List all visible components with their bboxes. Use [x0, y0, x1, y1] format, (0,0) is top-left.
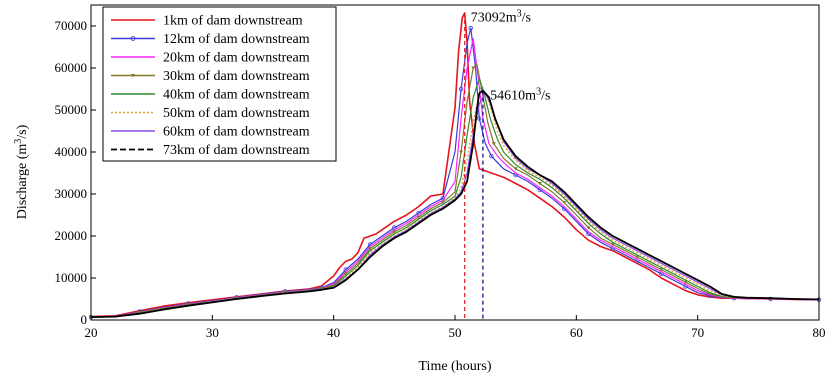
series-4-marker [491, 142, 496, 146]
series-2-marker [477, 116, 482, 121]
x-tick-label-20: 20 [85, 325, 98, 340]
series-2-marker [458, 86, 464, 92]
series-4-marker [368, 247, 373, 251]
legend: 1km of dam downstream 12km of dam downstr… [102, 6, 337, 162]
y-axis-title: Discharge (m3/s) [13, 124, 30, 219]
series-4-marker [635, 255, 639, 259]
peak-marker-layer [464, 13, 484, 320]
y-tick-label-50000: 50000 [55, 102, 88, 117]
y-tick-label-10000: 10000 [55, 270, 88, 285]
peak-annotation-2: 54610m3/s [490, 86, 550, 103]
y-tick-label-20000: 20000 [55, 228, 88, 243]
series-4-marker [459, 150, 464, 154]
series-4-marker [562, 200, 567, 205]
series-4-marker [416, 215, 421, 220]
peak-annotation-sup: 3 [517, 9, 522, 20]
legend-label-7: 60km of dam downstream [163, 125, 310, 140]
legend-marker-4 [131, 74, 135, 78]
x-tick-label-60: 60 [570, 325, 583, 340]
legend-label-6: 50km of dam downstream [163, 106, 310, 121]
series-line-1 [90, 12, 820, 318]
y-axis-title-tail: /s) [15, 124, 30, 138]
peak-annotation-value: 54610m [490, 88, 536, 103]
axes: 20 30 40 50 60 70 80 0 10000 20000 30000 40000 50000… [55, 4, 826, 340]
legend-label-5: 40km of dam downstream [163, 88, 310, 103]
legend-label-4: 30km of dam downstream [163, 69, 310, 84]
legend-label-8: 73km of dam downstream [163, 143, 310, 158]
series-4-marker [471, 66, 476, 70]
peak-annotation-sup: 3 [536, 86, 541, 97]
peak-annotation-unit: /s [541, 88, 550, 103]
y-tick-label-60000: 60000 [55, 60, 88, 75]
y-tick-label-40000: 40000 [55, 144, 88, 159]
series-4-marker [440, 200, 445, 205]
legend-box [102, 6, 337, 162]
y-axis-title-main: Discharge (m [15, 144, 30, 220]
peak-annotation-unit: /s [522, 11, 531, 26]
series-4-marker [392, 230, 397, 234]
series-4-marker [610, 242, 615, 247]
x-tick-label-80: 80 [813, 325, 826, 340]
y-tick-label-30000: 30000 [55, 186, 88, 201]
legend-label-3: 20km of dam downstream [163, 51, 310, 66]
y-tick-label-0: 0 [81, 312, 88, 327]
x-tick-label-70: 70 [691, 325, 704, 340]
series-4-marker [537, 182, 542, 186]
series-4-marker [659, 268, 664, 272]
series-layer [88, 12, 822, 320]
x-tick-label-30: 30 [206, 325, 219, 340]
series-2-marker [468, 25, 473, 31]
legend-label-2: 12km of dam downstream [163, 32, 310, 47]
y-axis-title-sup: 3 [13, 139, 24, 144]
series-4-marker [343, 272, 348, 276]
series-4-marker [513, 167, 518, 171]
y-tick-label-70000: 70000 [55, 18, 88, 33]
peak-annotation-value: 73092m [471, 11, 517, 26]
peak-annotation-1: 73092m3/s [471, 9, 531, 26]
series-4-marker [683, 280, 688, 285]
series-4-marker [586, 226, 591, 230]
x-axis-title: Time (hours) [419, 359, 492, 374]
x-tick-label-50: 50 [449, 325, 462, 340]
x-tick-label-40: 40 [327, 325, 340, 340]
legend-label-1: 1km of dam downstream [163, 14, 303, 29]
series-line-8 [90, 89, 820, 318]
series-2-marker [489, 153, 494, 159]
legend-marker-2 [130, 36, 136, 41]
